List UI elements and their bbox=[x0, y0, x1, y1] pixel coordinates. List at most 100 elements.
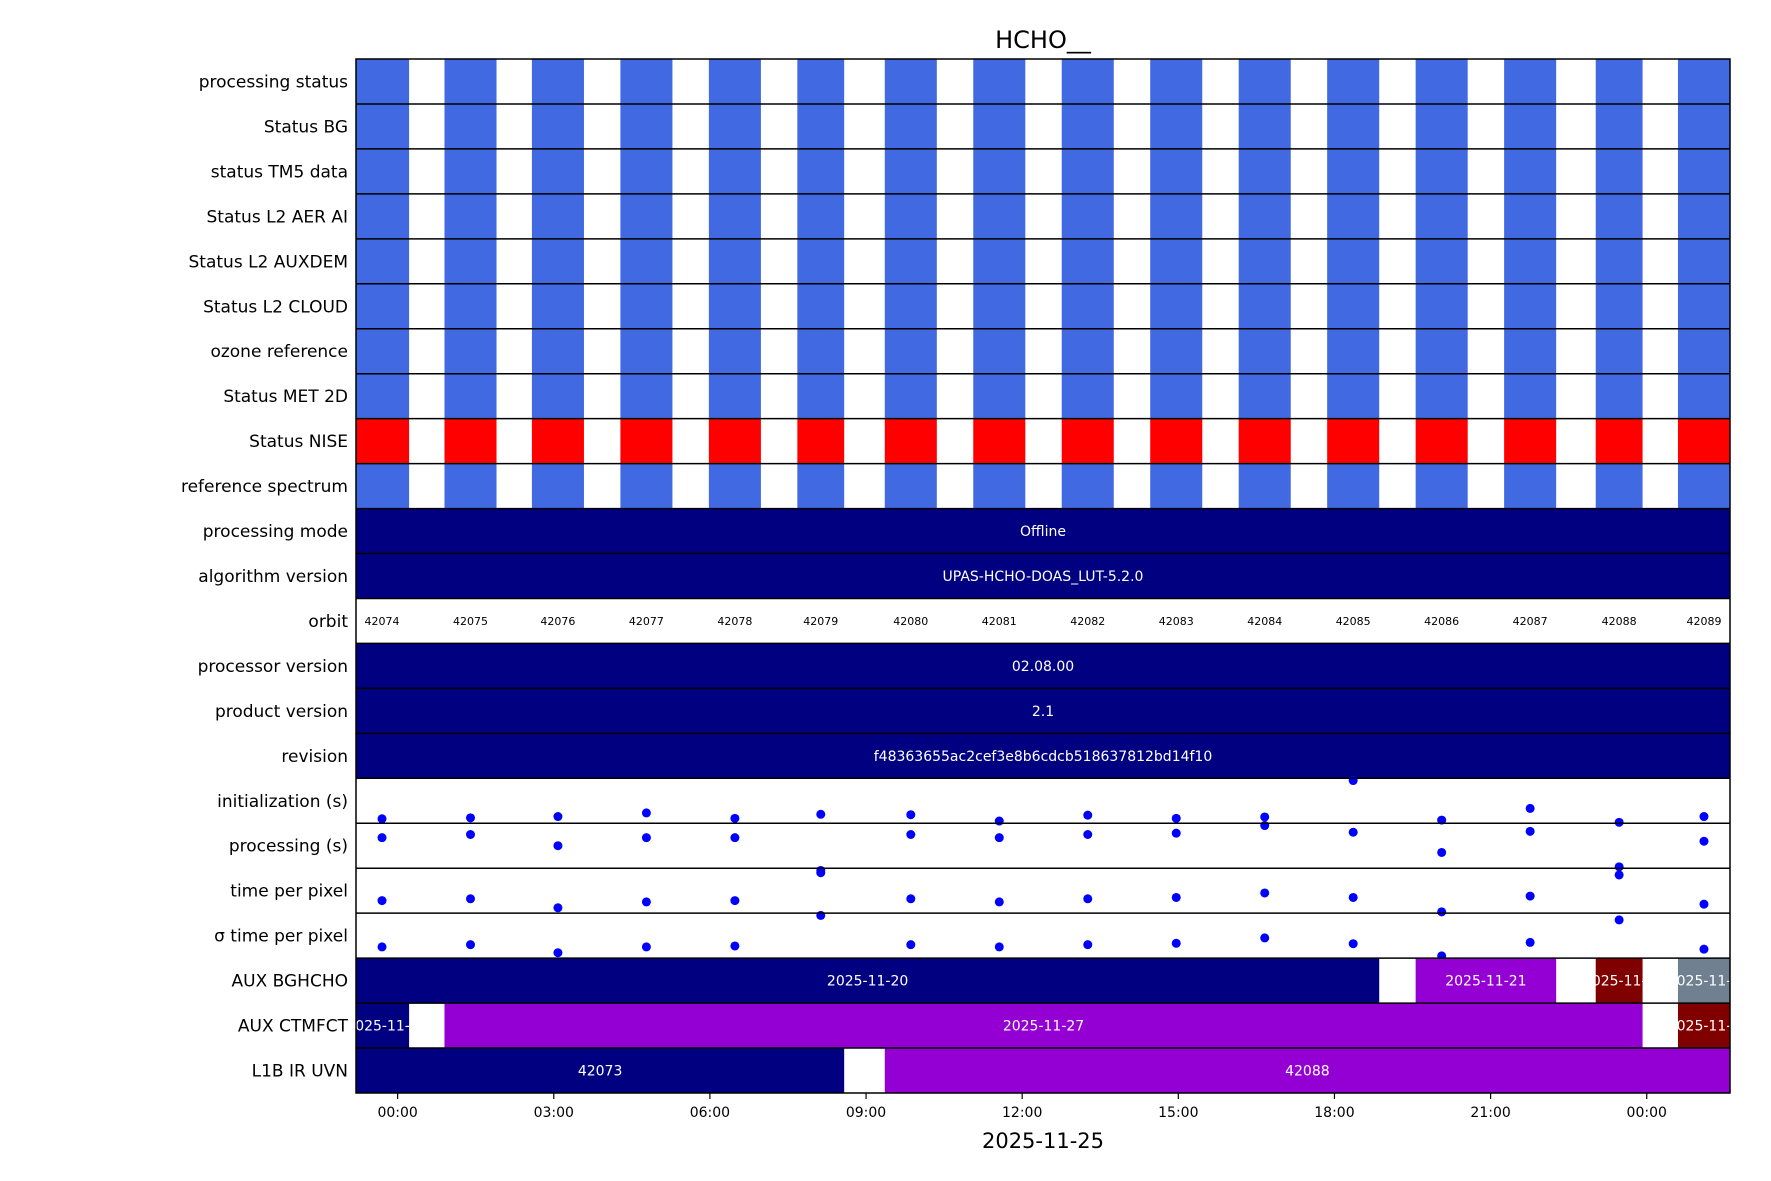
row-17-point-11 bbox=[1348, 827, 1358, 837]
row-5-orbit-block-12 bbox=[1415, 283, 1468, 329]
row-20-segment-3 bbox=[1677, 958, 1730, 1004]
row-16-point-10 bbox=[1260, 812, 1270, 822]
plot-frame bbox=[355, 58, 1731, 1094]
row-4-orbit-block-9 bbox=[1150, 238, 1203, 284]
orbit-label-12: 42086 bbox=[1424, 615, 1459, 628]
row-4-orbit-block-2 bbox=[531, 238, 584, 284]
row-19-point-8 bbox=[1083, 940, 1093, 950]
row-17-point-15 bbox=[1699, 836, 1709, 846]
orbit-label-4: 42078 bbox=[717, 615, 752, 628]
row-label-5: Status L2 CLOUD bbox=[203, 297, 348, 317]
row-19-point-10 bbox=[1260, 933, 1270, 943]
row-1-orbit-block-11 bbox=[1327, 103, 1380, 149]
row-4-orbit-block-8 bbox=[1061, 238, 1114, 284]
row-16-point-7 bbox=[994, 816, 1004, 826]
row-3-orbit-block-5 bbox=[797, 193, 845, 239]
row-22-segment-1 bbox=[884, 1048, 1730, 1093]
row-9-orbit-block-10 bbox=[1238, 463, 1291, 509]
row-1-orbit-block-5 bbox=[797, 103, 845, 149]
row-20-segment-text-0: 2025-11-20 bbox=[827, 974, 908, 990]
row-17-point-4 bbox=[730, 833, 740, 843]
row-18-point-7 bbox=[994, 897, 1004, 907]
row-7-orbit-block-9 bbox=[1150, 373, 1203, 419]
row-18-point-5 bbox=[816, 865, 826, 875]
row-19-point-15 bbox=[1699, 944, 1709, 954]
row-label-15: revision bbox=[281, 747, 348, 767]
row-4-orbit-block-1 bbox=[444, 238, 497, 284]
row-label-3: Status L2 AER AI bbox=[207, 207, 349, 227]
row-3-orbit-block-15 bbox=[1677, 193, 1730, 239]
row-0-orbit-block-4 bbox=[708, 59, 761, 104]
row-9-orbit-block-6 bbox=[884, 463, 937, 509]
row-7-orbit-block-15 bbox=[1677, 373, 1730, 419]
row-9-orbit-block-12 bbox=[1415, 463, 1468, 509]
row-label-9: reference spectrum bbox=[181, 477, 348, 497]
row-0-orbit-block-15 bbox=[1677, 59, 1730, 104]
row-label-22: L1B IR UVN bbox=[252, 1062, 348, 1082]
orbit-label-15: 42089 bbox=[1686, 615, 1721, 628]
row-15-bar-text: f48363655ac2cef3e8b6cdcb518637812bd14f10 bbox=[874, 749, 1213, 765]
row-5-orbit-block-14 bbox=[1595, 283, 1643, 329]
row-3-orbit-block-3 bbox=[620, 193, 673, 239]
row-8-orbit-block-12 bbox=[1415, 418, 1468, 464]
row-13-bar bbox=[356, 643, 1730, 689]
row-18-point-12 bbox=[1437, 907, 1447, 917]
row-2-orbit-block-8 bbox=[1061, 148, 1114, 194]
row-3-orbit-block-0 bbox=[356, 193, 410, 239]
row-7-orbit-block-7 bbox=[973, 373, 1026, 419]
row-4-orbit-block-11 bbox=[1327, 238, 1380, 284]
row-label-11: algorithm version bbox=[198, 567, 348, 587]
row-5-orbit-block-3 bbox=[620, 283, 673, 329]
row-7-orbit-block-13 bbox=[1504, 373, 1557, 419]
row-0-orbit-block-6 bbox=[884, 59, 937, 104]
row-22-segment-text-1: 42088 bbox=[1285, 1064, 1330, 1080]
row-18-point-13 bbox=[1525, 891, 1535, 901]
row-5-orbit-block-8 bbox=[1061, 283, 1114, 329]
row-3-orbit-block-6 bbox=[884, 193, 937, 239]
row-label-6: ozone reference bbox=[210, 342, 348, 362]
row-19-point-13 bbox=[1525, 937, 1535, 947]
row-5-orbit-block-2 bbox=[531, 283, 584, 329]
row-1-orbit-block-12 bbox=[1415, 103, 1468, 149]
row-label-4: Status L2 AUXDEM bbox=[189, 252, 348, 272]
row-17-point-13 bbox=[1525, 826, 1535, 836]
x-tick-label-1: 03:00 bbox=[534, 1105, 574, 1121]
row-16-point-11 bbox=[1348, 776, 1358, 786]
row-label-20: AUX BGHCHO bbox=[232, 972, 348, 992]
row-6-orbit-block-15 bbox=[1677, 328, 1730, 374]
row-5-orbit-block-4 bbox=[708, 283, 761, 329]
row-1-orbit-block-9 bbox=[1150, 103, 1203, 149]
row-19-point-0 bbox=[377, 942, 387, 952]
row-9-orbit-block-8 bbox=[1061, 463, 1114, 509]
row-4-orbit-block-6 bbox=[884, 238, 937, 284]
row-11-bar-text: UPAS-HCHO-DOAS_LUT-5.2.0 bbox=[943, 569, 1144, 585]
row-6-orbit-block-11 bbox=[1327, 328, 1380, 374]
row-9-orbit-block-3 bbox=[620, 463, 673, 509]
row-2-orbit-block-3 bbox=[620, 148, 673, 194]
row-2-orbit-block-14 bbox=[1595, 148, 1643, 194]
row-8-orbit-block-0 bbox=[356, 418, 410, 464]
row-10-bar-text: Offline bbox=[1020, 524, 1066, 540]
row-label-18: time per pixel bbox=[230, 882, 348, 902]
row-label-13: processor version bbox=[198, 657, 348, 677]
row-7-orbit-block-6 bbox=[884, 373, 937, 419]
row-18-point-15 bbox=[1699, 899, 1709, 909]
row-19-point-6 bbox=[906, 940, 916, 950]
row-5-orbit-block-6 bbox=[884, 283, 937, 329]
row-8-orbit-block-15 bbox=[1677, 418, 1730, 464]
row-16-point-8 bbox=[1083, 810, 1093, 820]
row-16-point-4 bbox=[730, 813, 740, 823]
row-2-orbit-block-2 bbox=[531, 148, 584, 194]
row-8-orbit-block-2 bbox=[531, 418, 584, 464]
orbit-label-8: 42082 bbox=[1070, 615, 1105, 628]
row-7-orbit-block-2 bbox=[531, 373, 584, 419]
x-tick-label-0: 00:00 bbox=[377, 1105, 417, 1121]
row-8-orbit-block-8 bbox=[1061, 418, 1114, 464]
row-17-point-7 bbox=[994, 833, 1004, 843]
row-5-orbit-block-9 bbox=[1150, 283, 1203, 329]
row-18-point-4 bbox=[730, 896, 740, 906]
row-18-point-10 bbox=[1260, 888, 1270, 898]
row-20-segment-text-3: 2025-11-2 bbox=[1668, 974, 1740, 990]
row-4-orbit-block-10 bbox=[1238, 238, 1291, 284]
row-1-orbit-block-15 bbox=[1677, 103, 1730, 149]
